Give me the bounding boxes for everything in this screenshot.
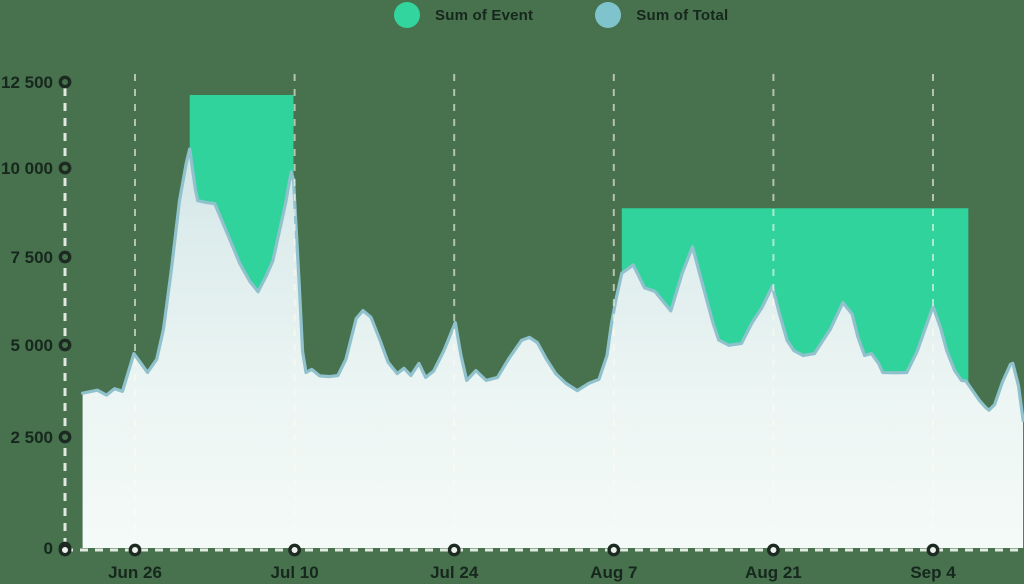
axis-tick-ring (288, 543, 301, 557)
axis-tick-ring (926, 543, 940, 557)
y-axis-label: 5 000 (10, 336, 53, 355)
total-area-line (81, 147, 1024, 422)
total-area-fill (82, 149, 1024, 548)
event-series-dot-icon (394, 2, 420, 28)
axis-tick-ring (128, 543, 142, 557)
axis-tick-ring (58, 430, 72, 444)
axis-tick-ring (58, 338, 72, 352)
x-axis-label: Jul 24 (430, 563, 479, 582)
gridline-layer (134, 74, 934, 546)
y-axis-label: 0 (44, 539, 53, 558)
label-layer: 12 500 10 000 7 500 5 000 2 500 0 Jun 26 Jul 10… (1, 73, 956, 582)
x-axis-label: Aug 7 (590, 563, 637, 582)
axis-tick-ring (447, 543, 461, 557)
legend-label-event: Sum of Event (435, 6, 534, 24)
legend: Sum of Event Sum of Total (394, 2, 728, 28)
x-axis-label: Jun 26 (108, 563, 162, 582)
axis-tick-ring (58, 161, 72, 175)
y-axis-label: 7 500 (10, 248, 53, 267)
y-axis-label: 10 000 (1, 159, 53, 178)
legend-item-sum-of-event[interactable]: Sum of Event (394, 2, 533, 28)
total-series-dot-icon (595, 2, 622, 28)
axis-tick-ring (58, 75, 72, 89)
legend-item-sum-of-total[interactable]: Sum of Total (595, 2, 728, 28)
y-axis-label: 2 500 (10, 428, 53, 447)
x-axis-label: Sep 4 (910, 563, 956, 582)
legend-label-total: Sum of Total (636, 6, 729, 24)
tick-ring-layer (58, 75, 940, 557)
x-axis-label: Aug 21 (745, 563, 802, 582)
axis-tick-ring (58, 250, 72, 264)
x-axis-label: Jul 10 (270, 563, 318, 582)
axis-tick-ring (58, 543, 72, 557)
y-axis-label: 12 500 (1, 73, 53, 92)
axis-tick-ring (607, 543, 621, 557)
axis-tick-ring (767, 543, 780, 557)
series-total-layer (81, 147, 1024, 548)
